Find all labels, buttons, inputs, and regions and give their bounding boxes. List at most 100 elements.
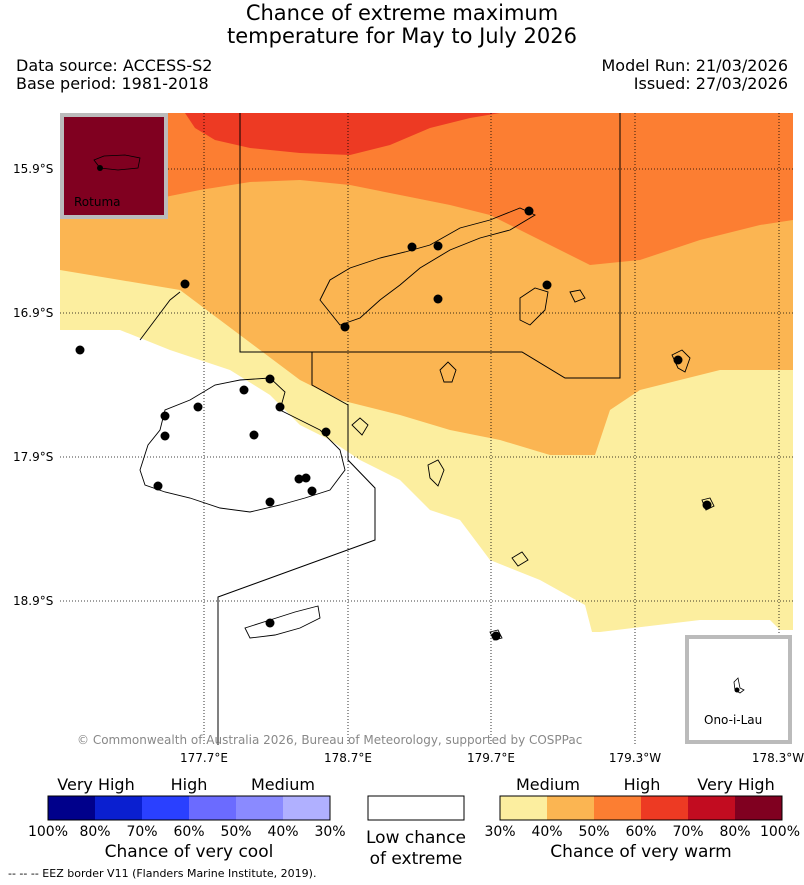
legend-swatch: [547, 796, 594, 820]
legend-level: High: [624, 775, 661, 794]
legend-swatch: [48, 796, 95, 820]
station-marker: [407, 242, 417, 252]
station-marker: [160, 411, 170, 421]
island-rabi: [569, 289, 586, 303]
legend-swatch: [283, 796, 330, 820]
station-marker: [307, 486, 317, 496]
lat-label: 15.9°S: [13, 162, 53, 176]
station-marker: [321, 427, 331, 437]
island-viti-levu: [139, 377, 346, 513]
legend-tick: 30%: [314, 824, 345, 840]
legend-tick: 80%: [719, 824, 750, 840]
title-line-1: Chance of extreme maximum: [245, 1, 559, 25]
island-vanua-levu: [319, 207, 536, 326]
legend-swatch: [189, 796, 236, 820]
lon-label: 179.7°E: [467, 751, 515, 765]
graticule: [60, 113, 793, 745]
island-gau: [427, 459, 445, 487]
legend-tick: 50%: [578, 824, 609, 840]
data-source: Data source: ACCESS-S2: [16, 56, 213, 75]
legend-warm-ticks: 30% 40% 50% 60% 70% 80% 100%: [484, 824, 800, 840]
eez-footnote: -- -- -- EEZ border V11 (Flanders Marine…: [8, 867, 316, 880]
legend-cool: [47, 795, 331, 821]
legend-tick: 40%: [531, 824, 562, 840]
island-vanua-balavu: [671, 349, 691, 373]
islands: [139, 207, 715, 641]
legend-swatch: [641, 796, 688, 820]
island-kadavu: [244, 605, 321, 639]
station-marker: [301, 473, 311, 483]
legend-cool-label: Chance of very cool: [105, 842, 274, 862]
island-ovalau: [351, 417, 369, 436]
lon-label: 177.7°E: [180, 751, 228, 765]
station-marker: [153, 481, 163, 491]
legend-swatch: [594, 796, 641, 820]
lat-labels: 15.9°S 16.9°S 17.9°S 18.9°S: [13, 162, 53, 608]
lon-label: 179.3°W: [609, 751, 661, 765]
legend-neutral-swatch: [367, 795, 465, 821]
inset-rotuma-label: Rotuma: [74, 195, 121, 209]
copyright-notice: © Commonwealth of Australia 2026, Bureau…: [77, 733, 582, 747]
station-marker: [433, 294, 443, 304]
legend-tick: 70%: [672, 824, 703, 840]
legend-tick: 40%: [267, 824, 298, 840]
legend-warm: [499, 795, 783, 821]
station-marker: [491, 631, 501, 641]
model-run: Model Run: 21/03/2026: [601, 56, 789, 75]
legend-level: Very High: [57, 775, 134, 794]
region-50-60: [60, 113, 793, 265]
legend-swatch: [735, 796, 782, 820]
station-marker: [193, 402, 203, 412]
station-marker: [275, 402, 285, 412]
legend-level: Medium: [251, 775, 315, 794]
legend-swatch: [142, 796, 189, 820]
legend-cool-levels: Very High High Medium: [57, 775, 315, 794]
station-marker: [160, 431, 170, 441]
island-taveuni: [519, 287, 549, 326]
legend-level: High: [171, 775, 208, 794]
legend-warm-label: Chance of very warm: [550, 842, 731, 862]
station-marker: [524, 206, 534, 216]
legend-neutral-line-1: Low chance: [366, 828, 466, 848]
title-line-2: temperature for May to July 2026: [227, 24, 577, 48]
station-marker: [542, 280, 552, 290]
base-period: Base period: 1981-2018: [16, 74, 209, 93]
station-marker: [433, 241, 443, 251]
legend-neutral-line-2: of extreme: [370, 849, 463, 869]
island-moala: [511, 551, 529, 567]
legend-tick: 70%: [126, 824, 157, 840]
station-marker: [265, 374, 275, 384]
station-marker: [75, 345, 85, 355]
legend-swatch: [500, 796, 547, 820]
station-marker: [702, 500, 712, 510]
island-koro: [439, 361, 457, 383]
legend-tick: 60%: [173, 824, 204, 840]
legend-tick: 100%: [760, 824, 800, 840]
legend-swatch: [236, 796, 283, 820]
legend-level: Medium: [516, 775, 580, 794]
eez-border: [217, 113, 621, 745]
legend-tick: 50%: [220, 824, 251, 840]
legend-warm-levels: Medium High Very High: [516, 775, 775, 794]
legend-tick: 80%: [79, 824, 110, 840]
region-60-70: [185, 113, 500, 155]
legend-cool-ticks: 100% 80% 70% 60% 50% 40% 30%: [28, 824, 346, 840]
lon-labels: 177.7°E 178.7°E 179.7°E 179.3°W 178.3°W: [180, 751, 804, 765]
station-marker: [265, 497, 275, 507]
legend-tick: 60%: [625, 824, 656, 840]
issued-date: Issued: 27/03/2026: [633, 74, 788, 93]
station-marker: [249, 430, 259, 440]
legend-level: Very High: [697, 775, 774, 794]
lon-label: 178.7°E: [324, 751, 372, 765]
inset-rotuma: [60, 113, 168, 219]
lat-label: 17.9°S: [13, 450, 53, 464]
station-markers: [75, 206, 712, 641]
legend-tick: 100%: [28, 824, 68, 840]
station-marker: [180, 279, 190, 289]
station-marker: [265, 618, 275, 628]
station-marker: [239, 385, 249, 395]
lat-label: 18.9°S: [13, 594, 53, 608]
inset-ono-i-lau: [685, 635, 792, 744]
legend-swatch: [95, 796, 142, 820]
